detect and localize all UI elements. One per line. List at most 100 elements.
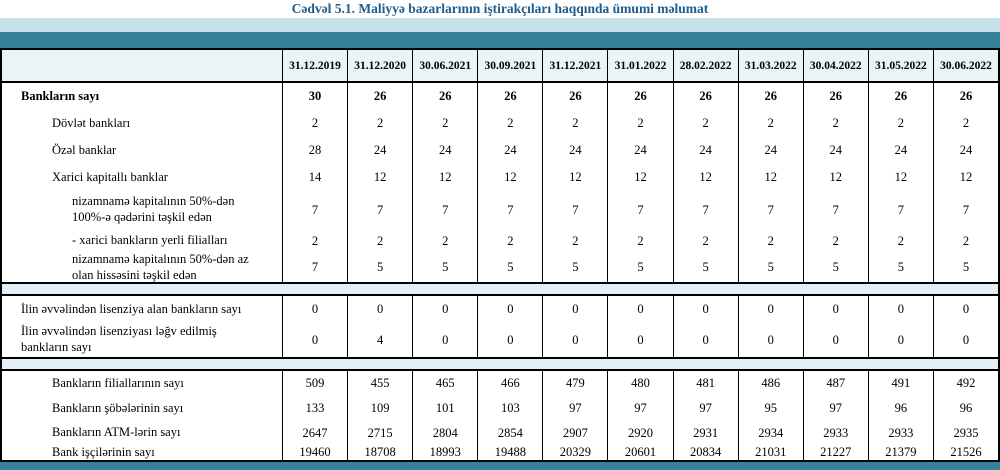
value-cell: 2931: [672, 421, 738, 445]
value-cell: 21379: [867, 445, 933, 460]
table-header-row: 31.12.2019 31.12.2020 30.06.2021 30.09.2021…: [2, 48, 998, 83]
value-cell: 7: [347, 191, 412, 229]
row-label: Bankların filiallarının sayı: [52, 375, 184, 390]
row-label: İlin əvvəlindən lisenziyası ləğv edilmiş…: [21, 324, 217, 354]
value-cell: 0: [542, 323, 607, 357]
value-cell: 2: [932, 110, 998, 137]
value-cell: 492: [932, 371, 998, 396]
column-header-date: 31.01.2022: [607, 50, 672, 81]
value-cell: 2920: [607, 421, 672, 445]
value-cell: 21227: [802, 445, 868, 460]
column-header-date: 31.12.2019: [282, 50, 347, 81]
value-cell: 509: [282, 371, 347, 396]
value-cell: 7: [867, 191, 933, 229]
value-cell: 12: [932, 164, 998, 191]
value-cell: 26: [412, 83, 477, 110]
value-cell: 12: [542, 164, 607, 191]
value-cell: 0: [412, 323, 477, 357]
value-cell: 97: [542, 396, 607, 421]
column-header-date: 31.05.2022: [867, 50, 933, 81]
section-separator: [2, 359, 998, 371]
column-header-date: 30.06.2021: [412, 50, 477, 81]
value-cell: 2: [672, 229, 738, 253]
table-row-banks-count: nizamnamə kapitalının 50%-dən 100%-ə qəd…: [2, 191, 998, 229]
value-cell: 5: [347, 253, 412, 282]
value-cell: 5: [737, 253, 803, 282]
row-label: Xarici kapitallı banklar: [52, 169, 168, 184]
column-header-date: 31.03.2022: [737, 50, 803, 81]
value-cell: 5: [867, 253, 933, 282]
column-header-date: 30.04.2022: [802, 50, 868, 81]
value-cell: 0: [347, 296, 412, 323]
row-label: İlin əvvəlindən lisenziya alan bankların…: [21, 301, 242, 316]
row-label: Özəl banklar: [52, 142, 117, 157]
value-cell: 26: [607, 83, 672, 110]
value-cell: 20601: [607, 445, 672, 460]
decor-band-light: [0, 18, 1000, 32]
value-cell: 24: [932, 137, 998, 164]
value-cell: 26: [802, 83, 868, 110]
value-cell: 2: [607, 110, 672, 137]
value-cell: 2715: [347, 421, 412, 445]
value-cell: 7: [932, 191, 998, 229]
value-cell: 2: [607, 229, 672, 253]
value-cell: 24: [802, 137, 868, 164]
column-header-date: 31.12.2020: [347, 50, 412, 81]
value-cell: 2804: [412, 421, 477, 445]
value-cell: 5: [542, 253, 607, 282]
value-cell: 12: [607, 164, 672, 191]
value-cell: 21526: [932, 445, 998, 460]
value-cell: 12: [347, 164, 412, 191]
value-cell: 5: [672, 253, 738, 282]
value-cell: 2: [542, 229, 607, 253]
value-cell: 2934: [737, 421, 803, 445]
value-cell: 0: [607, 296, 672, 323]
value-cell: 5: [802, 253, 868, 282]
value-cell: 2647: [282, 421, 347, 445]
value-cell: 487: [802, 371, 868, 396]
value-cell: 20834: [672, 445, 738, 460]
value-cell: 26: [347, 83, 412, 110]
value-cell: 7: [477, 191, 542, 229]
row-label: nizamnamə kapitalının 50%-dən 100%-ə qəd…: [72, 194, 235, 224]
row-label: Bank işçilərinin sayı: [52, 444, 155, 459]
value-cell: 18993: [412, 445, 477, 460]
value-cell: 0: [607, 323, 672, 357]
page-title: Cədvəl 5.1. Maliyyə bazarlarının iştirak…: [291, 1, 709, 16]
value-cell: 0: [542, 296, 607, 323]
value-cell: 0: [867, 296, 933, 323]
value-cell: 5: [932, 253, 998, 282]
value-cell: 97: [802, 396, 868, 421]
row-label: - xarici bankların yerli filialları: [72, 233, 228, 248]
value-cell: 101: [412, 396, 477, 421]
value-cell: 24: [672, 137, 738, 164]
value-cell: 12: [412, 164, 477, 191]
value-cell: 7: [282, 253, 347, 282]
value-cell: 0: [932, 323, 998, 357]
table-row-banks-count: Bankların sayı 30 26 26 26 26 26 26 26 26 26 26: [2, 83, 998, 110]
table-row-banks-count: Dövlət bankları 2 2 2 2 2 2 2 2 2 2 2: [2, 110, 998, 137]
value-cell: 7: [802, 191, 868, 229]
value-cell: 479: [542, 371, 607, 396]
value-cell: 26: [672, 83, 738, 110]
value-cell: 12: [867, 164, 933, 191]
value-cell: 2: [542, 110, 607, 137]
value-cell: 12: [802, 164, 868, 191]
value-cell: 0: [867, 323, 933, 357]
value-cell: 7: [542, 191, 607, 229]
value-cell: 30: [282, 83, 347, 110]
value-cell: 2: [867, 229, 933, 253]
value-cell: 18708: [347, 445, 412, 460]
row-label: nizamnamə kapitalının 50%-dən az olan hi…: [72, 251, 249, 282]
value-cell: 0: [802, 323, 868, 357]
row-label: Bankların sayı: [21, 88, 100, 103]
section-separator: [2, 284, 998, 296]
value-cell: 2: [282, 229, 347, 253]
table-row-banks-count: Xarici kapitallı banklar 14 12 12 12 12 12 12 12…: [2, 164, 998, 191]
column-header-date: 30.06.2022: [932, 50, 998, 81]
value-cell: 24: [867, 137, 933, 164]
value-cell: 2: [932, 229, 998, 253]
table-row-banks-count: Özəl banklar 28 24 24 24 24 24 24 24 24 24 24: [2, 137, 998, 164]
column-header-date: 31.12.2021: [542, 50, 607, 81]
